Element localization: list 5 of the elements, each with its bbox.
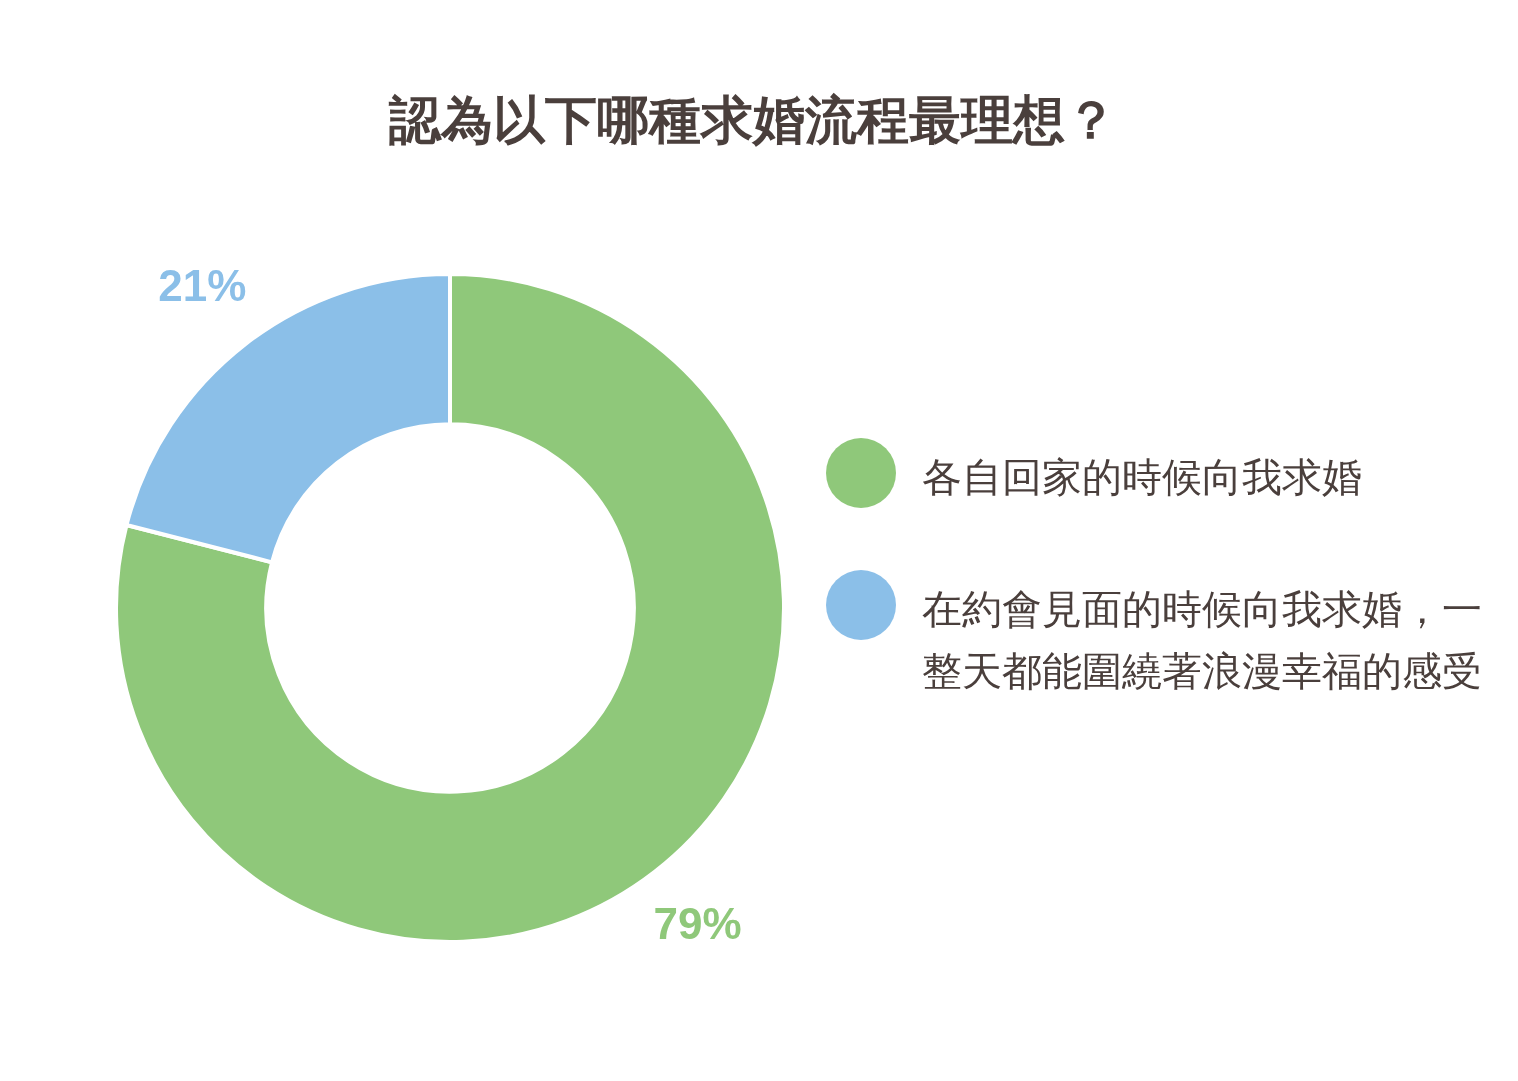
data-label: 79% (653, 899, 742, 949)
legend-label: 在約會見面的時候向我求婚，一整天都能圍繞著浪漫幸福的感受 (922, 585, 1482, 696)
legend-label: 各自回家的時候向我求婚 (922, 453, 1363, 502)
chart-title: 認為以下哪種求婚流程最理想？ (387, 88, 1118, 152)
data-label: 21% (158, 260, 247, 310)
